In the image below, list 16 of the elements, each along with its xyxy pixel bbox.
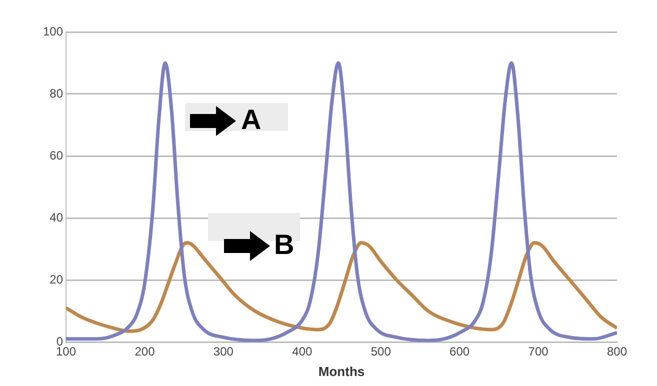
y-tick-label: 100 — [42, 24, 64, 38]
y-tick-label: 0 — [56, 334, 64, 348]
x-tick-label: 300 — [213, 344, 234, 359]
x-tick-label: 400 — [292, 344, 312, 359]
x-axis-title: Months — [318, 364, 365, 379]
y-tick-label: 80 — [50, 86, 64, 100]
x-tick-label: 600 — [450, 344, 470, 359]
y-tick-label: 60 — [50, 148, 64, 162]
y-tick-label: 40 — [50, 210, 64, 224]
annotation: A — [241, 104, 262, 135]
x-tick-label: 800 — [606, 344, 628, 359]
y-tick-label: 20 — [50, 272, 64, 286]
x-tick-label: 700 — [528, 344, 549, 359]
x-tick-label: 200 — [134, 344, 156, 359]
x-tick-label: 500 — [370, 344, 392, 359]
annotation: B — [274, 229, 294, 260]
